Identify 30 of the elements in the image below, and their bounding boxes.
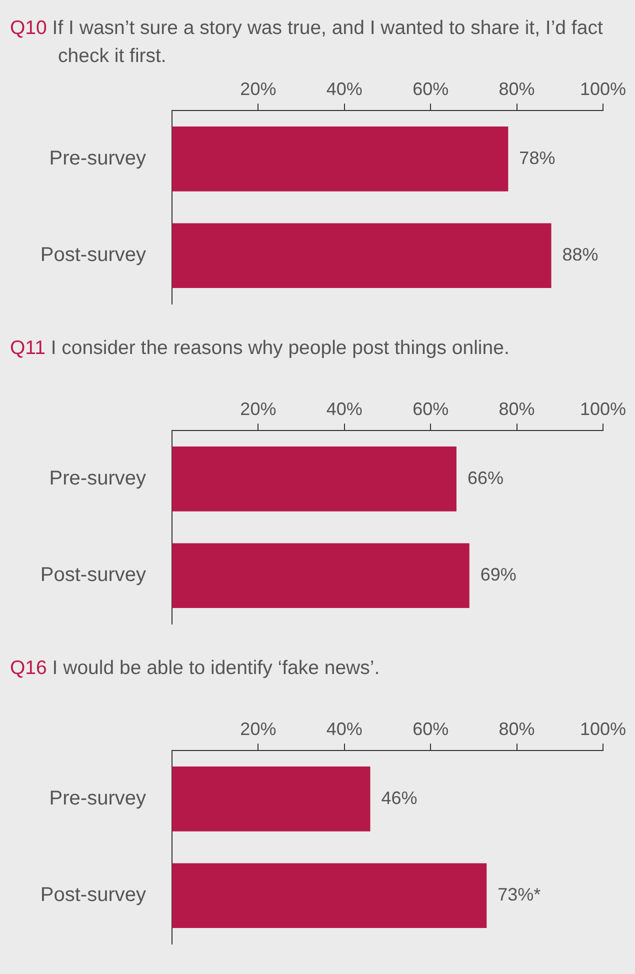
chart-title: Q16 I would be able to identify ‘fake news’. xyxy=(9,656,381,681)
data-label: 88% xyxy=(562,244,598,265)
x-tick-label: 100% xyxy=(580,718,626,739)
data-label: 46% xyxy=(381,788,418,808)
x-tick-label: 40% xyxy=(326,78,362,99)
y-tick-label: Post-survey xyxy=(40,564,146,586)
x-tick-label: 60% xyxy=(412,78,449,99)
x-tick-label: 80% xyxy=(498,78,535,99)
chart-title: Q10 If I wasn’t sure a story was true, and I wanted to share it, I’d fact check it first. xyxy=(9,16,604,69)
x-tick-label: 20% xyxy=(240,78,276,99)
y-tick-label: Pre-survey xyxy=(49,467,146,490)
x-tick-label: 20% xyxy=(240,718,276,739)
y-tick-label: Post-survey xyxy=(40,244,146,266)
y-tick-label: Pre-survey xyxy=(49,787,146,810)
x-tick-label: 60% xyxy=(412,718,449,739)
x-tick-label: 40% xyxy=(326,718,362,739)
y-tick-label: Pre-survey xyxy=(49,147,146,170)
chart-title: Q11 I consider the reasons why people post things online. xyxy=(9,336,510,361)
x-tick-label: 100% xyxy=(580,78,626,99)
x-tick-label: 60% xyxy=(412,398,449,419)
data-label: 66% xyxy=(467,468,504,488)
x-tick-label: 20% xyxy=(240,398,276,419)
data-label: 69% xyxy=(480,564,516,585)
x-tick-label: 40% xyxy=(326,398,362,419)
data-label: 78% xyxy=(519,148,556,168)
x-tick-label: 80% xyxy=(498,398,535,419)
data-label: 73%* xyxy=(498,884,541,905)
x-tick-label: 80% xyxy=(498,718,535,739)
x-tick-label: 100% xyxy=(580,398,626,419)
y-tick-label: Post-survey xyxy=(40,884,146,906)
